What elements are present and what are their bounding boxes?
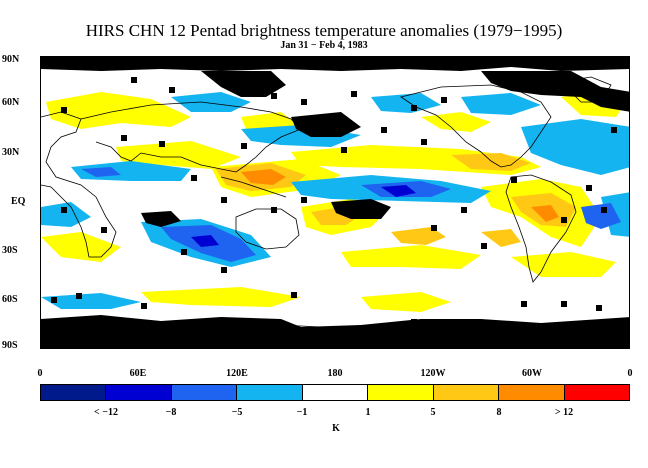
warm-anomaly-darkorange	[241, 169, 559, 222]
colorbar-segment	[499, 385, 565, 400]
colorbar-segment	[302, 385, 369, 400]
lon-label-60e: 60E	[129, 368, 147, 379]
lon-label-120e: 120E	[226, 368, 248, 379]
colorbar-label: 1	[365, 407, 371, 418]
lat-label-90s: 90S	[2, 340, 18, 351]
lat-label-90n: 90N	[2, 54, 20, 65]
lon-label-180: 180	[327, 368, 343, 379]
colorbar-unit: K	[332, 423, 340, 434]
cold-anomaly-lightblue	[41, 92, 629, 309]
lon-label-0-end: 0	[627, 368, 633, 379]
colorbar	[40, 384, 630, 401]
anomaly-map-svg	[41, 57, 629, 348]
anomaly-map	[40, 56, 630, 349]
colorbar-segment	[106, 385, 172, 400]
lat-label-30n: 30N	[2, 147, 20, 158]
colorbar-label: 5	[430, 407, 436, 418]
colorbar-label: −5	[231, 407, 243, 418]
colorbar-segment	[368, 385, 434, 400]
colorbar-label: −1	[296, 407, 308, 418]
lat-label-eq: EQ	[11, 196, 26, 207]
colorbar-segment	[564, 385, 629, 400]
cold-anomaly-darkblue	[191, 185, 416, 247]
colorbar-label: > 12	[554, 407, 574, 418]
colorbar-label: −8	[165, 407, 177, 418]
map-title: HIRS CHN 12 Pentad brightness temperatur…	[85, 21, 563, 40]
lat-label-30s: 30S	[2, 245, 18, 256]
lon-label-120w: 120W	[420, 368, 446, 379]
colorbar-segment	[41, 385, 107, 400]
coastlines	[41, 76, 629, 330]
colorbar-segment	[237, 385, 303, 400]
colorbar-segment	[433, 385, 500, 400]
colorbar-segment	[171, 385, 238, 400]
lon-label-60w: 60W	[522, 368, 542, 379]
missing-data	[41, 57, 629, 348]
lon-label-0: 0	[37, 368, 43, 379]
lat-label-60n: 60N	[2, 97, 20, 108]
lat-label-60s: 60S	[2, 294, 18, 305]
map-subtitle: Jan 31 − Feb 4, 1983	[280, 40, 368, 51]
colorbar-label: < −12	[94, 407, 118, 418]
colorbar-label: 8	[496, 407, 502, 418]
